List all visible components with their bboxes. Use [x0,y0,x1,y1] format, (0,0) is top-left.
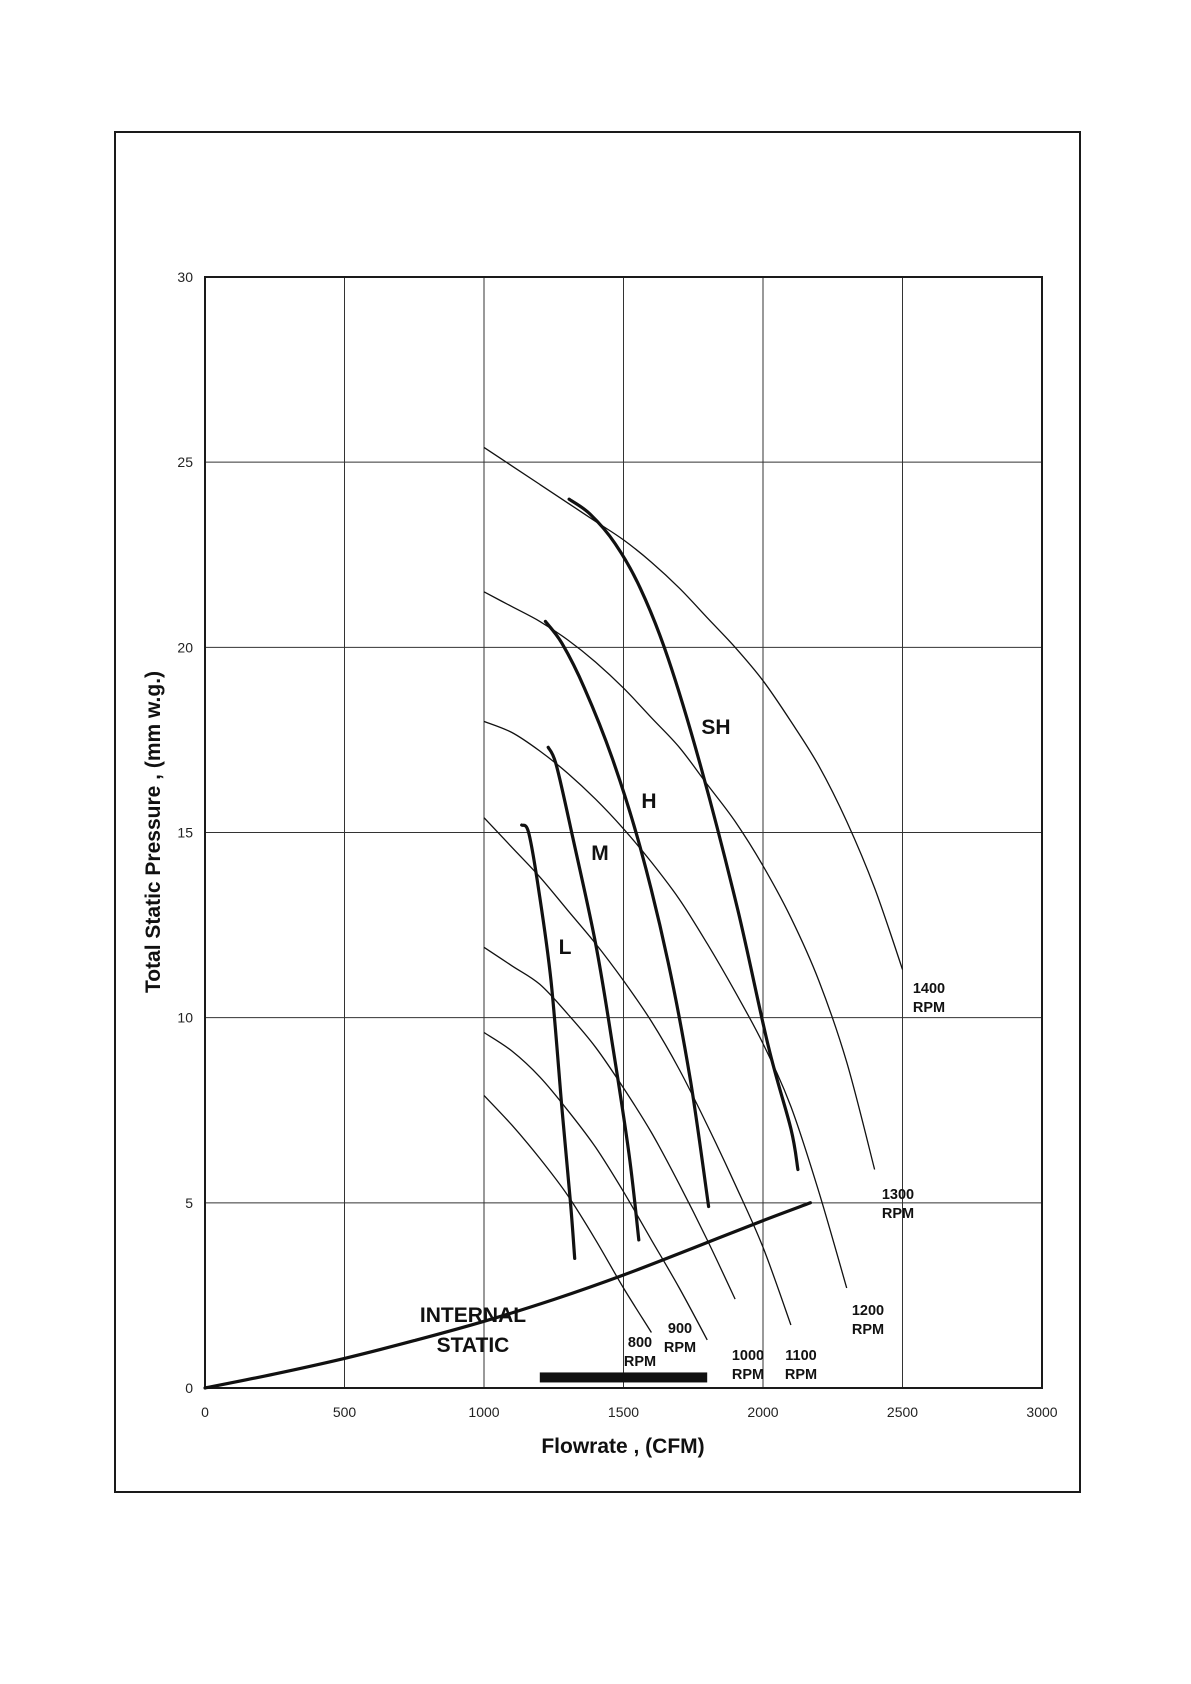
internal-static-curve [203,1201,812,1390]
y-axis-tick-labels: 0 5 10 15 20 25 30 [177,269,193,1396]
x-tick-label: 500 [333,1404,357,1420]
y-tick-label: 15 [177,825,193,841]
x-tick-label: 1000 [468,1404,499,1420]
x-axis-title: Flowrate , (CFM) [541,1435,704,1458]
rpm-label: RPM [732,1367,764,1383]
speed-curve-h [543,619,711,1209]
fan-speed-curves [520,497,800,1260]
x-tick-label: 2500 [887,1404,918,1420]
y-tick-label: 0 [185,1380,193,1396]
y-axis-title: Total Static Pressure , (mm w.g.) [142,671,165,993]
x-tick-label: 3000 [1026,1404,1057,1420]
rpm-label: RPM [624,1354,656,1370]
rpm-label: 1400 [913,981,945,997]
y-tick-label: 10 [177,1010,193,1026]
figure-frame [114,131,1081,1493]
rpm-curve-1400 [483,446,904,970]
rpm-curve-1000 [483,946,736,1300]
plot-area-border [204,276,1043,1389]
y-tick-label: 5 [185,1195,193,1211]
rpm-label: RPM [785,1367,817,1383]
rpm-curve-1100 [483,817,792,1326]
internal-static-line [203,1201,812,1390]
rpm-curve-900 [483,1031,708,1341]
grid [205,277,1042,1388]
speed-label-sh: SH [701,716,730,739]
rpm-curve-1200 [483,720,848,1289]
speed-curve-sh [567,497,800,1172]
rpm-label: 900 [668,1321,692,1337]
rpm-label: 800 [628,1335,652,1351]
speed-curve-l [520,823,577,1260]
speed-label-m: M [591,842,609,865]
rpm-label: 1200 [852,1303,884,1319]
speed-curve-m [546,745,641,1242]
speed-label-h: H [641,790,656,813]
rpm-label: 1300 [882,1187,914,1203]
curve-labels: 800 RPM 900 RPM 1000 RPM 1100 RPM 1200 RPM 1300 RPM… [420,716,945,1383]
rpm-curve-800 [483,1094,652,1333]
speed-label-l: L [559,936,572,959]
rpm-label: RPM [882,1206,914,1222]
rpm-label: 1100 [785,1348,816,1364]
x-axis-tick-labels: 0 500 1000 1500 2000 2500 3000 [201,1404,1058,1420]
operating-range-bar [539,1372,708,1383]
x-tick-label: 2000 [747,1404,778,1420]
rpm-curves [483,446,904,1341]
rpm-label: 1000 [732,1348,764,1364]
internal-static-label: INTERNAL [420,1304,526,1327]
internal-static-label: STATIC [437,1334,510,1357]
y-tick-label: 20 [177,639,193,655]
y-tick-label: 25 [177,454,193,470]
rpm-label: RPM [913,1000,945,1016]
rpm-label: RPM [852,1322,884,1338]
x-tick-label: 1500 [608,1404,639,1420]
rpm-label: RPM [664,1340,696,1356]
x-tick-label: 0 [201,1404,209,1420]
y-tick-label: 30 [177,269,193,285]
